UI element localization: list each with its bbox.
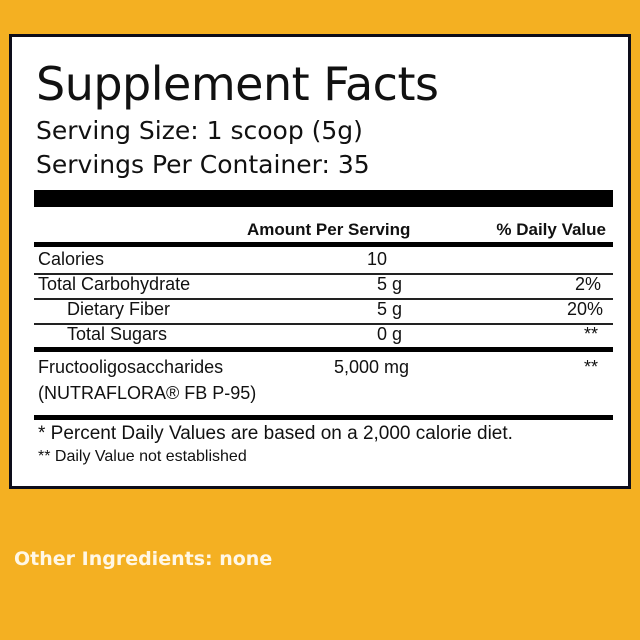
row-dv: ** [583,324,598,344]
row-amount: 0 g [377,324,403,344]
footnote-not-established: ** Daily Value not established [38,448,247,465]
row-name: Total Carbohydrate [38,274,191,294]
row-divider [34,323,613,325]
daily-value-header: % Daily Value [496,220,606,239]
panel-title: Supplement Facts [36,57,439,111]
row-name: Total Sugars [67,324,168,344]
row-amount: 5 g [377,274,403,294]
row-divider [34,298,613,300]
section-divider [34,347,613,352]
other-ingredients: Other Ingredients: none [14,548,273,570]
servings-per-container: Servings Per Container: 35 [36,150,370,179]
row-dv: 20% [566,299,603,319]
amount-header: Amount Per Serving [247,220,411,239]
row-name: Dietary Fiber [67,299,171,319]
row-amount: 5 g [377,299,403,319]
serving-size: Serving Size: 1 scoop (5g) [36,116,363,145]
row-amount: 10 [367,249,388,269]
ingredient-dv: ** [583,357,598,377]
ingredient-name-line2: (NUTRAFLORA® FB P-95) [38,383,257,403]
row-dv: 2% [574,274,601,294]
row-name: Calories [38,249,105,269]
ingredient-name: Fructooligosaccharides [38,357,224,377]
supplement-facts-panel: Supplement Facts Serving Size: 1 scoop (… [9,34,631,489]
footnote-percent: * Percent Daily Values are based on a 2,… [38,423,513,444]
header-divider [34,242,613,247]
footer-divider [34,415,613,420]
row-divider [34,273,613,275]
ingredient-amount: 5,000 mg [334,357,410,377]
thick-divider [34,190,613,207]
